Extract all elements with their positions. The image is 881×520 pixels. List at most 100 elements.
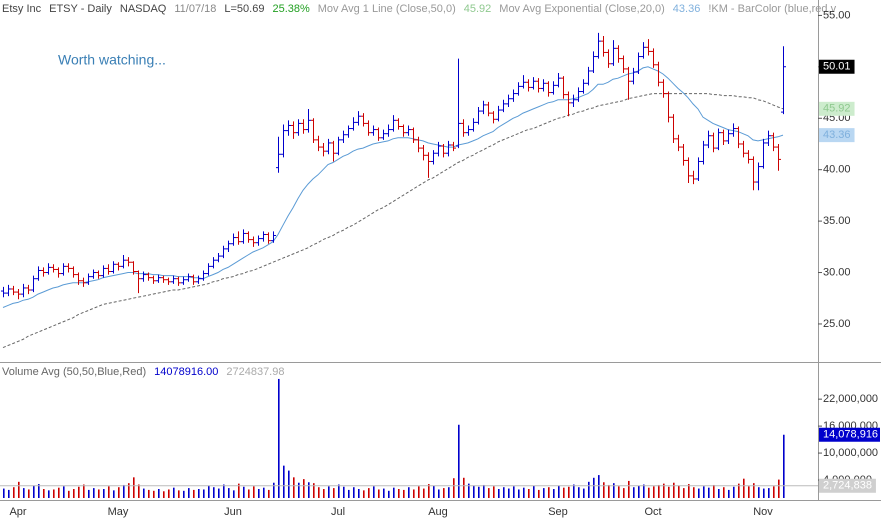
- y-tick-label: 55.00: [823, 9, 851, 21]
- volume-bar: [613, 483, 615, 498]
- volume-bar: [8, 489, 10, 498]
- x-tick-label: Sep: [548, 506, 568, 518]
- volume-bar: [163, 491, 165, 498]
- volume-bar: [488, 488, 490, 498]
- volume-bar: [483, 484, 485, 498]
- volume-bar: [473, 485, 475, 498]
- volume-bar: [508, 488, 510, 498]
- volume-bar: [93, 488, 95, 498]
- volume-bar: [138, 484, 140, 498]
- annotation: Worth watching...: [58, 52, 166, 68]
- header-text: ETSY - Daily: [49, 3, 112, 15]
- volume-bar: [68, 490, 70, 498]
- volume-bar: [213, 487, 215, 498]
- volume-bar: [338, 484, 340, 498]
- volume-bar: [478, 486, 480, 498]
- volume-bar: [423, 488, 425, 498]
- volume-bar: [368, 488, 370, 498]
- volume-bar: [398, 489, 400, 498]
- volume-bar: [28, 489, 30, 498]
- y-tick-label: 10,000,000: [823, 447, 878, 459]
- volume-bar: [98, 489, 100, 498]
- volume-bar: [63, 486, 65, 498]
- volume-bar: [663, 483, 665, 498]
- volume-average: 2724837.98: [226, 366, 284, 378]
- volume-bar: [603, 482, 605, 498]
- volume-bar: [308, 482, 310, 498]
- volume-bar: [533, 485, 535, 498]
- volume-bar: [748, 486, 750, 498]
- volume-bar: [248, 489, 250, 498]
- volume-bar: [123, 484, 125, 498]
- volume-bar: [318, 487, 320, 498]
- volume-bar: [443, 488, 445, 498]
- x-tick-label: Aug: [428, 506, 448, 518]
- volume-bar: [673, 482, 675, 498]
- volume-bar: [458, 424, 460, 498]
- x-tick-label: May: [108, 506, 129, 518]
- volume-bar: [168, 489, 170, 498]
- volume-bar: [323, 489, 325, 498]
- volume-bar: [438, 489, 440, 498]
- volume-bar: [688, 484, 690, 498]
- volume-bar: [333, 488, 335, 498]
- volume-bar: [668, 486, 670, 498]
- volume-bar: [518, 489, 520, 498]
- y-tick-label: 35.00: [823, 215, 851, 227]
- volume-bar: [568, 486, 570, 498]
- volume-bar: [683, 488, 685, 498]
- volume-bar: [23, 488, 25, 498]
- last-price-bg: [819, 59, 855, 74]
- volume-bar: [258, 489, 260, 498]
- legend-value: 43.36: [673, 3, 701, 15]
- volume-bar: [643, 484, 645, 498]
- volume-bar: [708, 487, 710, 498]
- volume-bar: [623, 488, 625, 498]
- volume-bar: [738, 483, 740, 498]
- volume-bar: [33, 485, 35, 498]
- volume-bar: [48, 490, 50, 498]
- last-average-bg: [819, 128, 855, 143]
- volume-bar: [693, 487, 695, 498]
- volume-bar: [83, 484, 85, 498]
- volume-bar: [38, 484, 40, 498]
- volume-bar: [498, 489, 500, 498]
- last-volume-bg: [819, 427, 880, 442]
- volume-bar: [358, 489, 360, 498]
- volume-bar: [718, 489, 720, 498]
- volume-bar: [263, 487, 265, 498]
- volume-bar: [43, 489, 45, 498]
- volume-bar: [373, 486, 375, 498]
- volume-bar: [208, 485, 210, 498]
- volume-bar: [363, 490, 365, 498]
- volume-bar: [268, 489, 270, 498]
- volume-bar: [58, 487, 60, 498]
- volume-bar: [523, 487, 525, 498]
- volume-bar: [228, 488, 230, 498]
- volume-bar: [158, 489, 160, 498]
- volume-bar: [253, 486, 255, 498]
- volume-bar: [493, 486, 495, 498]
- header-text: Volume Avg (50,50,Blue,Red): [2, 366, 146, 378]
- volume-bar: [273, 482, 275, 498]
- volume-bar: [558, 485, 560, 498]
- volume-bar: [118, 487, 120, 498]
- volume-bar: [503, 487, 505, 498]
- volume-bar: [388, 490, 390, 498]
- volume-bar: [593, 477, 595, 498]
- volume-bar: [418, 486, 420, 498]
- last-average: 43.36: [823, 129, 851, 141]
- volume-bar: [658, 484, 660, 498]
- legend-name: Mov Avg Exponential (Close,20,0): [499, 3, 665, 15]
- volume-bar: [653, 486, 655, 498]
- volume-bar: [113, 490, 115, 498]
- x-tick-label: Oct: [644, 506, 661, 518]
- volume-bar: [433, 485, 435, 498]
- volume-bar: [578, 487, 580, 498]
- volume-bar: [198, 489, 200, 498]
- volume-bar: [453, 478, 455, 498]
- volume-bar: [278, 378, 280, 498]
- volume-bar: [393, 487, 395, 498]
- average-volume: 2,724,838: [823, 480, 872, 492]
